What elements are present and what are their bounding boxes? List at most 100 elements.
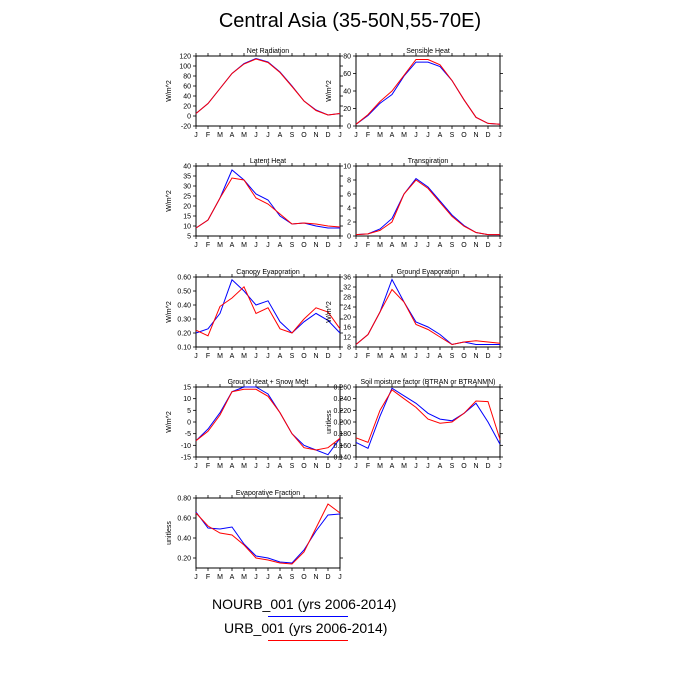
y-axis-label: W/m^2 [326, 301, 333, 323]
x-tick-label: J [194, 353, 198, 360]
x-tick-label: J [266, 463, 270, 470]
x-tick-label: D [325, 353, 330, 360]
x-tick-label: S [290, 242, 295, 249]
y-tick-label: 20 [183, 204, 191, 211]
x-tick-label: J [498, 353, 502, 360]
x-tick-label: J [338, 574, 342, 581]
y-tick-label: 0 [347, 234, 351, 241]
x-tick-label: S [290, 132, 295, 139]
x-tick-label: A [230, 463, 235, 470]
plot-frame [355, 55, 501, 127]
y-tick-label: 5 [187, 408, 191, 415]
y-tick-label: 0.200 [333, 420, 351, 427]
y-tick-label: 20 [343, 315, 351, 322]
plot-frame [195, 386, 341, 458]
x-tick-label: S [450, 132, 455, 139]
x-tick-label: F [206, 132, 210, 139]
y-tick-label: 35 [183, 174, 191, 181]
x-tick-label: O [461, 353, 467, 360]
chart-title: Evaporative Fraction [236, 490, 300, 497]
y-tick-label: -20 [181, 124, 191, 131]
y-tick-label: 40 [343, 89, 351, 96]
y-axis-label: W/m^2 [326, 80, 333, 102]
x-tick-label: S [290, 353, 295, 360]
x-tick-label: D [325, 574, 330, 581]
y-tick-label: 0.40 [177, 303, 191, 310]
x-tick-label: D [485, 353, 490, 360]
x-tick-label: M [217, 463, 223, 470]
x-tick-label: J [194, 463, 198, 470]
y-tick-label: 0.60 [177, 516, 191, 523]
x-tick-label: D [325, 463, 330, 470]
x-tick-label: S [450, 353, 455, 360]
series-line-urb-001 [355, 288, 501, 346]
x-tick-label: A [278, 353, 283, 360]
x-tick-label: J [354, 353, 358, 360]
y-tick-label: 0.60 [177, 275, 191, 282]
x-tick-label: M [401, 242, 407, 249]
x-tick-label: D [485, 242, 490, 249]
chart-title: Sensible Heat [406, 48, 450, 55]
chart-title: Transpiration [408, 158, 449, 165]
x-tick-label: O [461, 463, 467, 470]
x-tick-label: N [473, 463, 478, 470]
x-tick-label: A [390, 132, 395, 139]
x-tick-label: M [377, 242, 383, 249]
y-tick-label: 0 [187, 420, 191, 427]
x-tick-label: J [354, 242, 358, 249]
x-tick-label: M [217, 574, 223, 581]
y-tick-label: 15 [183, 385, 191, 392]
y-tick-label: 40 [183, 94, 191, 101]
x-tick-label: F [206, 574, 210, 581]
y-tick-label: 36 [343, 275, 351, 282]
x-tick-label: M [377, 353, 383, 360]
x-tick-label: J [338, 353, 342, 360]
y-axis-label: unitless [166, 521, 173, 545]
y-tick-label: 0.160 [333, 443, 351, 450]
x-tick-label: J [414, 242, 418, 249]
x-tick-label: D [325, 242, 330, 249]
series-line-nourb-001 [355, 387, 501, 449]
x-tick-label: J [254, 463, 258, 470]
chart-title: Net Radiation [247, 48, 290, 55]
x-tick-label: M [241, 132, 247, 139]
x-tick-label: N [313, 574, 318, 581]
y-tick-label: 2 [347, 220, 351, 227]
x-tick-label: N [473, 353, 478, 360]
y-tick-label: 12 [343, 335, 351, 342]
y-tick-label: 40 [183, 164, 191, 171]
x-tick-label: M [241, 463, 247, 470]
x-tick-label: J [194, 132, 198, 139]
x-tick-label: J [426, 132, 430, 139]
series-line-urb-001 [195, 58, 341, 116]
x-tick-label: S [290, 574, 295, 581]
y-axis-label: W/m^2 [166, 80, 173, 102]
x-tick-label: A [438, 132, 443, 139]
y-tick-label: 80 [183, 74, 191, 81]
x-tick-label: M [217, 132, 223, 139]
x-tick-label: O [461, 242, 467, 249]
x-tick-label: J [414, 353, 418, 360]
y-tick-label: 30 [183, 184, 191, 191]
x-tick-label: J [194, 242, 198, 249]
x-tick-label: N [313, 132, 318, 139]
y-tick-label: 0.260 [333, 385, 351, 392]
x-tick-label: O [461, 132, 467, 139]
x-tick-label: M [377, 132, 383, 139]
x-tick-label: J [266, 574, 270, 581]
plot-frame [355, 276, 501, 348]
x-tick-label: D [325, 132, 330, 139]
series-line-nourb-001 [195, 278, 341, 334]
y-tick-label: 24 [343, 305, 351, 312]
x-tick-label: J [254, 132, 258, 139]
x-tick-label: M [401, 132, 407, 139]
chart-title: Canopy Evaporation [236, 269, 300, 276]
series-line-urb-001 [355, 179, 500, 236]
x-tick-label: A [278, 242, 283, 249]
x-tick-label: A [390, 353, 395, 360]
